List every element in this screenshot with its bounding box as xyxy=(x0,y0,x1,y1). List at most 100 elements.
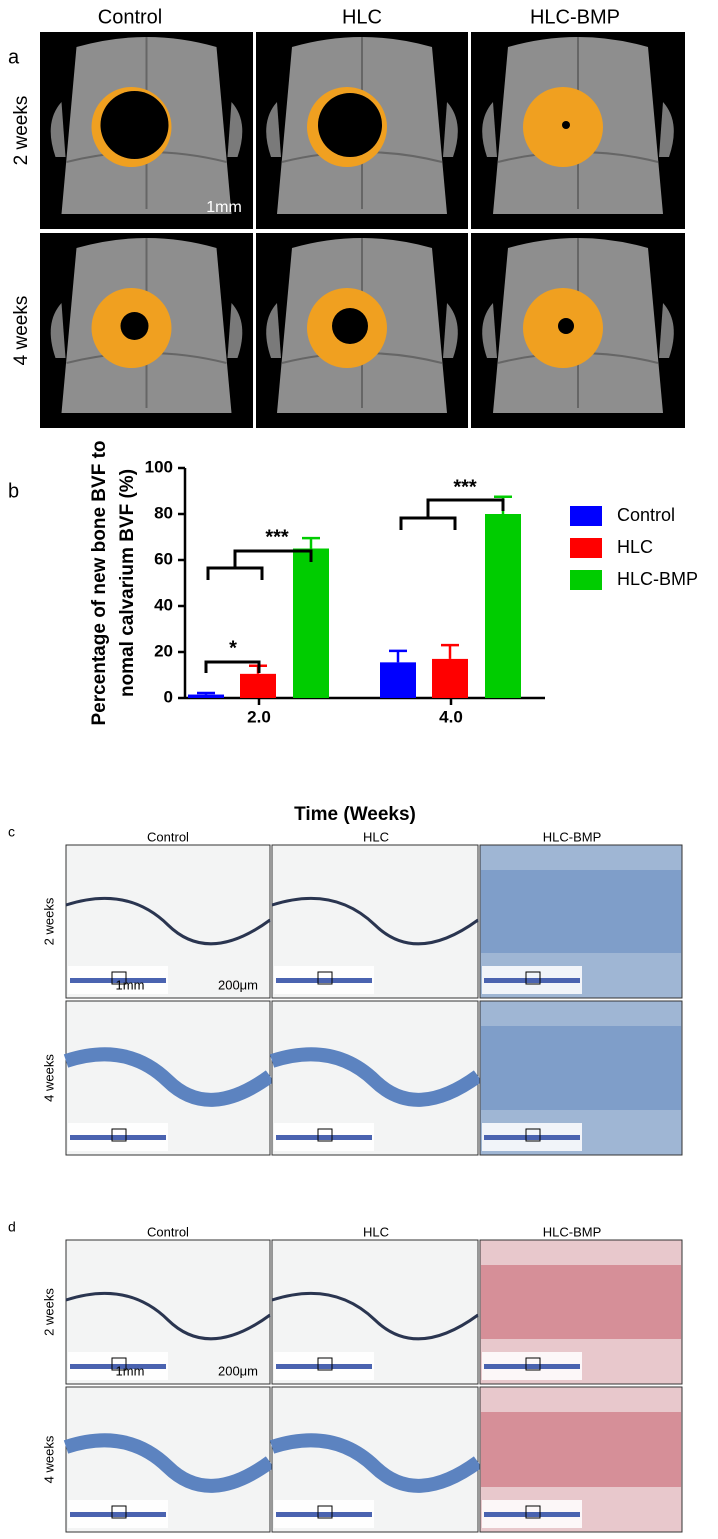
inset-tissue xyxy=(484,1135,580,1140)
legend-label: HLC-BMP xyxy=(617,569,698,589)
panel-label: c xyxy=(8,824,15,840)
column-header: Control xyxy=(147,1224,189,1239)
scale-bar-label: 200μm xyxy=(218,1363,258,1378)
row-label: 4 weeks xyxy=(41,1054,56,1102)
skull-ear xyxy=(443,303,458,358)
histology-image xyxy=(271,844,479,999)
y-tick-label: 80 xyxy=(154,503,173,522)
significance-label: *** xyxy=(453,476,477,498)
legend-swatch xyxy=(570,538,602,558)
histology-image xyxy=(63,1386,275,1533)
scale-bar-label: 200μm xyxy=(218,977,258,992)
inset-box xyxy=(111,1505,127,1519)
inset-tissue xyxy=(70,1512,166,1517)
defect-void xyxy=(332,308,368,344)
row-label: 4 weeks xyxy=(41,1435,56,1483)
column-header: HLC xyxy=(342,6,382,28)
legend-swatch xyxy=(570,570,602,590)
inset-box xyxy=(317,1505,333,1519)
inset-box xyxy=(111,1357,127,1371)
tissue xyxy=(63,1433,275,1493)
histology-image xyxy=(479,1000,683,1156)
y-axis-label: nomal calvarium BVF (%) xyxy=(117,469,138,697)
legend-swatch xyxy=(570,506,602,526)
skull-ear xyxy=(266,303,281,358)
skull-ear xyxy=(443,102,458,157)
histology-image xyxy=(271,1239,479,1385)
bar xyxy=(432,658,468,698)
column-header: HLC xyxy=(363,1224,389,1239)
ct-image xyxy=(256,32,468,229)
ct-image xyxy=(471,233,685,428)
column-header: HLC xyxy=(363,829,389,844)
significance-bracket xyxy=(399,498,505,530)
x-tick-label: 2.0 xyxy=(247,707,271,726)
skull-ear xyxy=(482,303,497,358)
skull-ear xyxy=(227,303,243,358)
ct-image xyxy=(40,32,253,229)
histology-image xyxy=(269,1386,483,1533)
tissue xyxy=(269,1433,483,1493)
tissue xyxy=(481,1026,681,1110)
scale-bar-label: 1mm xyxy=(116,977,145,992)
y-tick-label: 60 xyxy=(154,549,173,568)
inset-box xyxy=(525,1128,541,1142)
defect-void xyxy=(120,312,149,340)
inset-box xyxy=(317,1357,333,1371)
significance-label: * xyxy=(229,637,237,659)
ct-image xyxy=(40,233,253,428)
histology-image xyxy=(65,844,271,999)
bar xyxy=(485,514,521,698)
skull-ear xyxy=(659,102,674,157)
inset-box xyxy=(111,1128,127,1142)
tissue xyxy=(271,1291,479,1341)
bar xyxy=(188,694,224,698)
y-axis-label: Percentage of new bone BVF to xyxy=(89,440,110,725)
bar xyxy=(380,662,416,698)
panel-label: a xyxy=(8,46,20,68)
column-header: Control xyxy=(147,829,189,844)
y-tick-label: 20 xyxy=(154,641,173,660)
bar xyxy=(240,673,276,698)
panel-label: d xyxy=(8,1219,16,1235)
y-tick-label: 100 xyxy=(145,457,173,476)
histology-image xyxy=(479,1386,683,1533)
inset-tissue xyxy=(276,1364,372,1369)
defect-void xyxy=(558,318,574,334)
legend-label: Control xyxy=(617,505,675,525)
tissue xyxy=(269,1047,483,1107)
inset-box xyxy=(525,971,541,985)
row-label: 4 weeks xyxy=(11,296,32,366)
defect-void xyxy=(318,93,382,157)
tissue xyxy=(271,896,479,946)
column-header: Control xyxy=(98,6,162,28)
inset-box xyxy=(525,1357,541,1371)
skull-ear xyxy=(482,102,497,157)
skull-ear xyxy=(227,102,243,157)
ct-image xyxy=(256,233,468,428)
tissue xyxy=(481,1412,681,1487)
y-tick-label: 0 xyxy=(164,687,173,706)
inset-tissue xyxy=(276,1135,372,1140)
bar xyxy=(293,548,329,698)
significance-label: *** xyxy=(265,526,289,548)
column-header: HLC-BMP xyxy=(543,829,602,844)
x-tick-label: 4.0 xyxy=(439,707,463,726)
histology-image xyxy=(479,1239,683,1385)
inset-tissue xyxy=(276,978,372,983)
tissue xyxy=(481,870,681,953)
defect-void xyxy=(562,121,570,129)
defect-void xyxy=(100,91,169,159)
inset-tissue xyxy=(70,978,166,983)
y-tick-label: 40 xyxy=(154,595,173,614)
inset-box xyxy=(111,971,127,985)
tissue xyxy=(481,1265,681,1339)
skull-ear xyxy=(266,102,281,157)
scale-bar-label: 1mm xyxy=(206,199,242,216)
histology-image xyxy=(65,1239,271,1385)
row-label: 2 weeks xyxy=(41,897,56,945)
significance-bracket xyxy=(206,549,313,580)
row-label: 2 weeks xyxy=(41,1288,56,1336)
tissue xyxy=(63,1047,275,1107)
